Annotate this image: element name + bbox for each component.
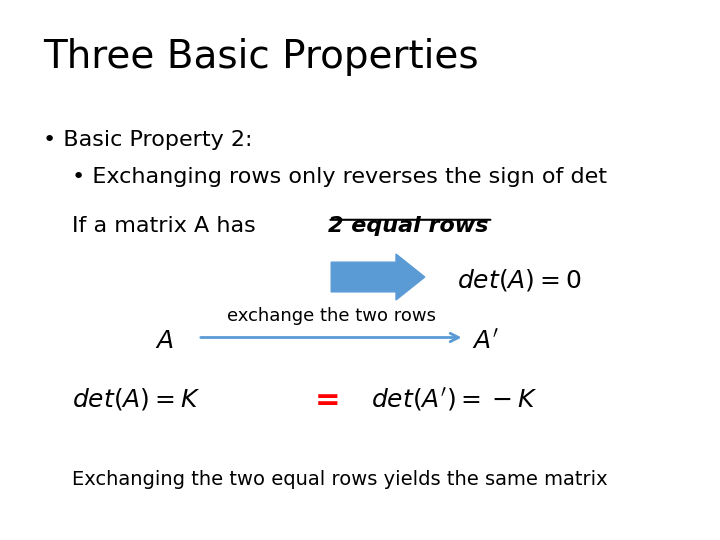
Text: $det(A') = -K$: $det(A') = -K$ xyxy=(371,386,537,413)
FancyArrow shape xyxy=(331,254,425,300)
Text: $A$: $A$ xyxy=(155,329,174,353)
Text: $A'$: $A'$ xyxy=(472,329,498,353)
Text: Exchanging the two equal rows yields the same matrix: Exchanging the two equal rows yields the… xyxy=(72,470,608,489)
Text: • Exchanging rows only reverses the sign of det: • Exchanging rows only reverses the sign… xyxy=(72,167,607,187)
Text: =: = xyxy=(315,386,341,415)
Text: $det(A) = K$: $det(A) = K$ xyxy=(72,386,200,412)
Text: exchange the two rows: exchange the two rows xyxy=(227,307,436,325)
Text: Three Basic Properties: Three Basic Properties xyxy=(43,38,479,76)
Text: If a matrix A has: If a matrix A has xyxy=(72,216,263,236)
Text: • Basic Property 2:: • Basic Property 2: xyxy=(43,130,253,150)
Text: 2 equal rows: 2 equal rows xyxy=(328,216,488,236)
Text: $det(A) = 0$: $det(A) = 0$ xyxy=(457,267,582,293)
